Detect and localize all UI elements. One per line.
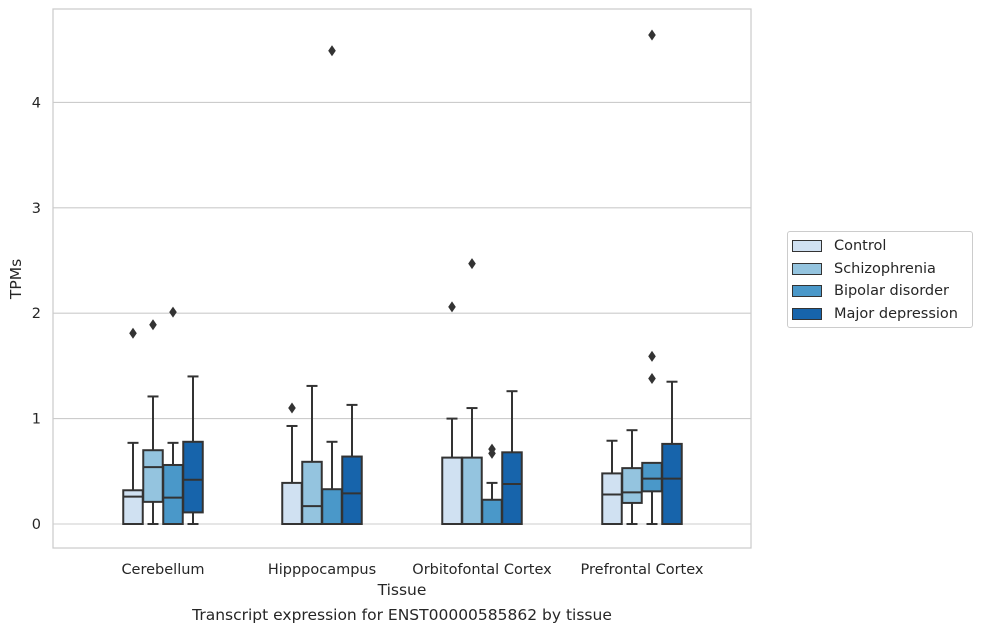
x-tick-label: Orbitofontal Cortex — [412, 562, 552, 578]
box-major-depression — [661, 380, 683, 525]
box-control — [441, 301, 463, 525]
legend-item: Major depression — [788, 303, 972, 326]
box-iqr — [122, 489, 144, 526]
outlier-point — [648, 29, 656, 41]
box-control — [601, 439, 623, 525]
outlier-point — [129, 327, 137, 339]
y-axis-label: TPMs — [7, 259, 25, 300]
outlier-point — [169, 306, 177, 318]
box-iqr — [162, 463, 184, 526]
box-control — [281, 402, 303, 526]
box-schizophrenia — [142, 319, 164, 525]
legend-item: Schizophrenia — [788, 258, 972, 281]
legend: Control Schizophrenia Bipolar disorder Majo… — [787, 231, 973, 328]
outlier-point — [488, 443, 496, 455]
legend-label: Control — [834, 238, 887, 255]
box-iqr — [301, 460, 323, 525]
x-tick-label: Hipppocampus — [268, 562, 376, 578]
box-bipolar-disorder — [641, 29, 663, 525]
box-iqr — [661, 442, 683, 525]
legend-label: Major depression — [834, 305, 958, 322]
y-tick-label: 2 — [32, 306, 41, 322]
legend-swatch — [792, 240, 822, 253]
legend-item: Bipolar disorder — [788, 280, 972, 303]
box-iqr — [182, 440, 204, 514]
y-tick-labels: 0 1 2 3 4 — [32, 95, 41, 533]
y-tick-label: 1 — [32, 412, 41, 428]
box-iqr — [481, 498, 503, 525]
box-iqr — [641, 461, 663, 493]
box-iqr — [621, 467, 643, 504]
outlier-point — [468, 258, 476, 270]
x-axis-label: Tissue — [377, 581, 427, 599]
outlier-point — [288, 402, 296, 414]
legend-item: Control — [788, 235, 972, 258]
box-bipolar-disorder — [321, 45, 343, 525]
x-tick-labels: Cerebellum Hipppocampus Orbitofontal Corte… — [121, 562, 703, 578]
box-major-depression — [501, 390, 523, 525]
box-schizophrenia — [301, 384, 323, 525]
box-iqr — [142, 449, 164, 503]
box-iqr — [501, 451, 523, 525]
box-control — [122, 327, 144, 526]
x-tick-label: Prefrontal Cortex — [581, 562, 704, 578]
box-major-depression — [182, 375, 204, 525]
legend-swatch — [792, 307, 822, 320]
box-iqr — [321, 488, 343, 525]
outlier-point — [648, 373, 656, 385]
box-schizophrenia — [621, 429, 643, 525]
outlier-point — [648, 350, 656, 362]
box-iqr — [441, 456, 463, 525]
outlier-point — [448, 301, 456, 313]
x-tick-label: Cerebellum — [121, 562, 204, 578]
box-iqr — [601, 472, 623, 525]
box-major-depression — [341, 403, 363, 526]
y-tick-label: 4 — [32, 95, 41, 111]
plot-frame — [52, 8, 752, 549]
legend-label: Schizophrenia — [834, 260, 936, 277]
box-groups — [122, 29, 683, 526]
plot-background — [53, 9, 751, 548]
box-bipolar-disorder — [481, 443, 503, 525]
y-tick-label: 3 — [32, 201, 41, 217]
chart-caption: Transcript expression for ENST0000058586… — [192, 606, 612, 624]
outlier-point — [328, 45, 336, 57]
y-tick-label: 0 — [32, 517, 41, 533]
legend-label: Bipolar disorder — [834, 283, 949, 300]
box-iqr — [281, 481, 303, 526]
box-iqr — [341, 455, 363, 526]
box-schizophrenia — [461, 258, 483, 525]
legend-swatch — [792, 262, 822, 275]
box-iqr — [461, 456, 483, 525]
legend-swatch — [792, 285, 822, 298]
outlier-point — [149, 319, 157, 331]
